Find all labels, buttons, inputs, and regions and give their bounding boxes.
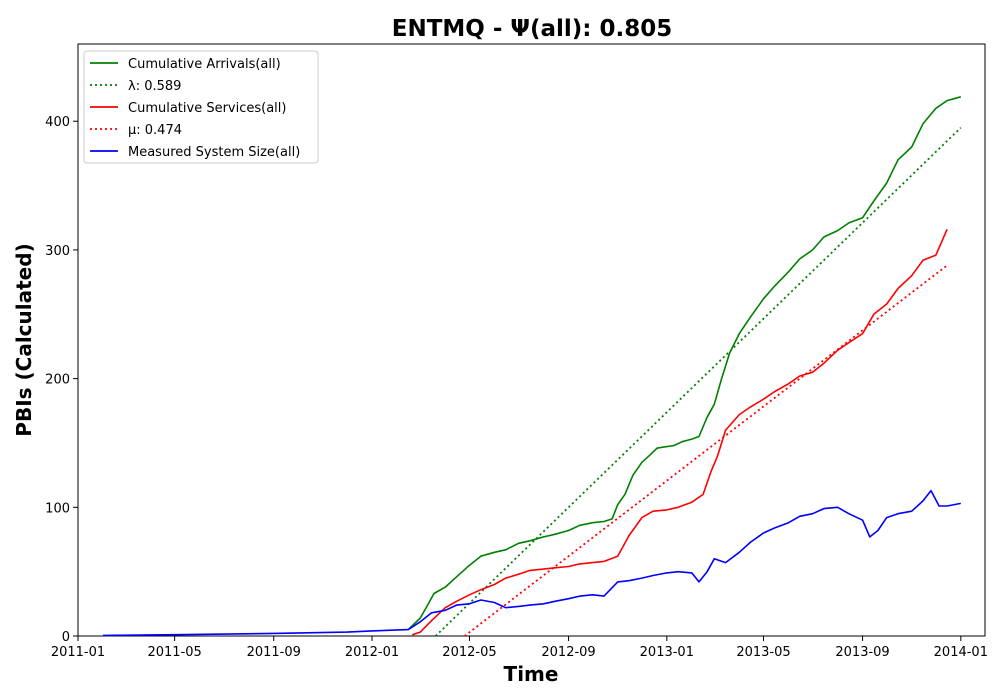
series-layer — [102, 96, 962, 637]
series-line-1 — [434, 127, 962, 637]
legend-entry: λ: 0.589 — [128, 79, 181, 94]
x-axis-label: Time — [504, 662, 559, 686]
x-axis: 2011-01 2011-05 2011-09 2012-01 2012-05 2012-… — [51, 636, 988, 660]
x-tick-label: 2011-09 — [247, 645, 301, 660]
y-axis-label: PBIs (Calculated) — [12, 243, 36, 436]
legend-box — [83, 50, 319, 164]
legend-entry: Measured System Size(all) — [128, 145, 300, 160]
x-tick-label: 2011-05 — [147, 645, 201, 660]
y-tick-label: 200 — [45, 373, 70, 388]
x-tick-label: 2012-05 — [442, 645, 496, 660]
y-tick-label: 0 — [62, 630, 70, 645]
y-tick-label: 100 — [45, 501, 70, 516]
series-line-2 — [412, 228, 948, 636]
legend-entry: μ: 0.474 — [128, 123, 182, 138]
y-tick-label: 400 — [45, 115, 70, 130]
legend-entry: Cumulative Arrivals(all) — [128, 57, 281, 72]
y-tick-label: 300 — [45, 244, 70, 259]
x-tick-label: 2011-01 — [51, 645, 105, 660]
legend-entry: Cumulative Services(all) — [128, 101, 286, 116]
x-tick-label: 2014-01 — [934, 645, 988, 660]
legend: Cumulative Arrivals(all) λ: 0.589 Cumulati… — [83, 50, 319, 164]
x-tick-label: 2013-09 — [835, 645, 889, 660]
series-line-3 — [464, 264, 948, 637]
series-line-0 — [407, 96, 962, 631]
x-tick-label: 2013-05 — [736, 645, 790, 660]
y-axis: 0 100 200 300 400 — [45, 115, 78, 645]
chart-title: ENTMQ - Ψ(all): 0.805 — [392, 16, 672, 42]
x-tick-label: 2012-01 — [345, 645, 399, 660]
x-tick-label: 2012-09 — [541, 645, 595, 660]
series-line-4 — [102, 489, 961, 637]
x-tick-label: 2013-01 — [640, 645, 694, 660]
